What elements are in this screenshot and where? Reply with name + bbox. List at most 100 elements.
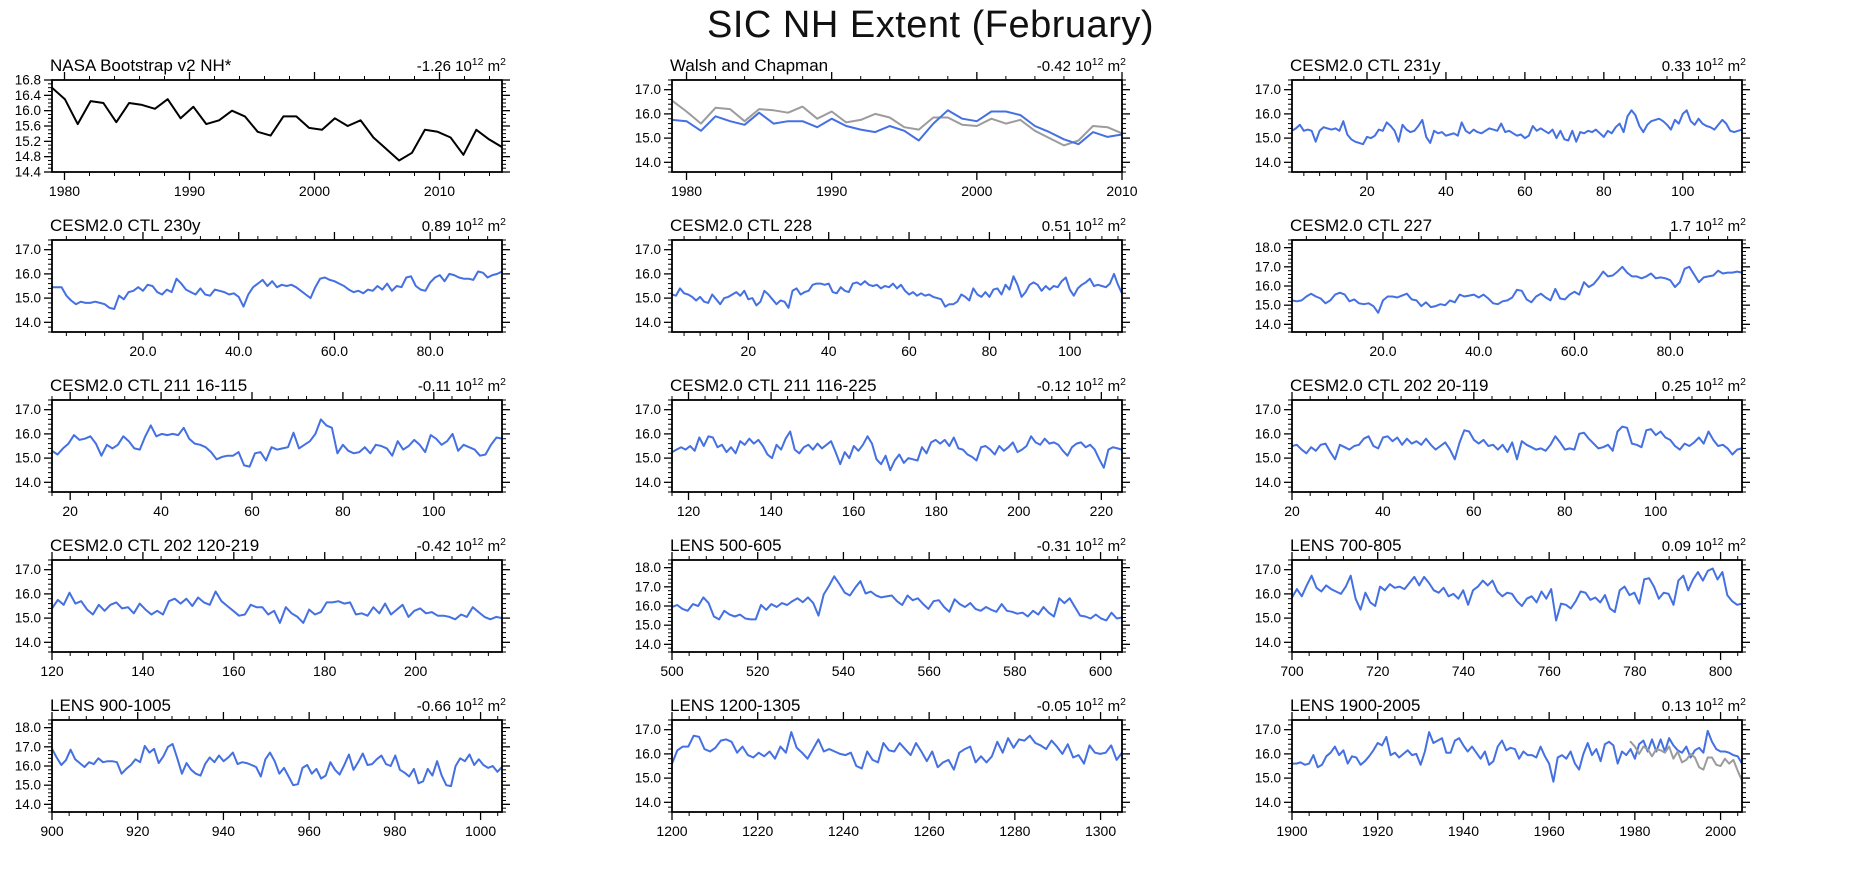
- panel-plot: 20.0 40.0 60.0 80.0 14.0 15.0 16.0 17.0 CESM2.0 …: [15, 216, 510, 359]
- panel-lens-700-805: 700 720 740 760 780 800 14.0 15.0 16.0 17.0 LENS 7…: [1240, 532, 1860, 692]
- x-tick-label: 20.0: [129, 343, 156, 359]
- plot-frame: [1291, 79, 1743, 173]
- panel-trend: 0.13 1012 m2: [1662, 696, 1746, 715]
- x-tick-label: 40: [821, 343, 837, 359]
- y-tick-label: 16.0: [635, 106, 661, 121]
- x-tick-label: 200: [1007, 503, 1031, 519]
- x-tick-label: 1220: [742, 823, 773, 839]
- y-tick-label: 16.0: [15, 103, 41, 118]
- series-model: [1292, 265, 1742, 314]
- series-model: [52, 418, 502, 468]
- y-tick-label: 17.0: [635, 579, 661, 594]
- y-tick-label: 14.0: [1255, 475, 1281, 490]
- panel-plot: 20.0 40.0 60.0 80.0 14.0 15.0 16.0 17.0 18.0 CESM…: [1255, 216, 1750, 359]
- plot-frame: [671, 239, 1123, 333]
- y-tick-label: 15.0: [15, 291, 41, 306]
- panel-trend: -0.31 1012 m2: [1037, 536, 1126, 555]
- x-tick-label: 200: [404, 663, 428, 679]
- y-tick-label: 14.0: [1255, 635, 1281, 650]
- panel-lens-900-1005: 900 920 940 960 980 1000 14.0 15.0 16.0 17.0 18.0 L…: [0, 692, 620, 852]
- y-tick-label: 18.0: [15, 720, 41, 735]
- x-tick-label: 1240: [828, 823, 859, 839]
- x-tick-label: 1940: [1448, 823, 1479, 839]
- x-tick-label: 1200: [656, 823, 687, 839]
- y-tick-label: 15.0: [1255, 451, 1281, 466]
- panel-title: LENS 700-805: [1290, 536, 1402, 555]
- x-tick-label: 1990: [174, 183, 205, 199]
- y-tick-label: 16.0: [635, 426, 661, 441]
- x-tick-label: 220: [1090, 503, 1114, 519]
- x-tick-label: 40: [1375, 503, 1391, 519]
- y-tick-label: 14.0: [1255, 795, 1281, 810]
- panel-trend: -0.05 1012 m2: [1037, 696, 1126, 715]
- panel-title: LENS 900-1005: [50, 696, 171, 715]
- y-tick-label: 16.4: [15, 88, 42, 103]
- y-tick-label: 15.0: [635, 131, 661, 146]
- series-model: [1292, 425, 1742, 461]
- x-tick-label: 2000: [961, 183, 992, 199]
- panel-trend: -0.42 1012 m2: [1037, 56, 1126, 75]
- y-tick-label: 16.0: [15, 426, 41, 441]
- series-overlay-observations: [1629, 740, 1742, 782]
- x-tick-label: 20.0: [1369, 343, 1396, 359]
- panel-plot: 1200 1220 1240 1260 1280 1300 14.0 15.0 16.0 17.0…: [635, 696, 1130, 839]
- x-tick-label: 60: [901, 343, 917, 359]
- x-tick-label: 720: [1366, 663, 1390, 679]
- x-tick-label: 1960: [1534, 823, 1565, 839]
- panel-plot: 20 40 60 80 100 14.0 15.0 16.0 17.0 CESM2.0 CTL 2…: [1255, 56, 1750, 199]
- plot-frame: [51, 559, 503, 653]
- x-tick-label: 180: [925, 503, 949, 519]
- panel-grid: 1980 1990 2000 2010 14.4 14.8 15.2 15.6 16.0 16.4…: [0, 52, 1860, 852]
- panel-trend: -0.42 1012 m2: [417, 536, 506, 555]
- x-tick-label: 920: [126, 823, 150, 839]
- y-tick-label: 15.0: [635, 451, 661, 466]
- x-tick-label: 100: [1058, 343, 1082, 359]
- y-tick-label: 16.0: [635, 266, 661, 281]
- y-tick-label: 17.0: [635, 722, 661, 737]
- x-tick-label: 940: [212, 823, 236, 839]
- y-tick-label: 15.0: [15, 611, 41, 626]
- x-tick-label: 120: [677, 503, 701, 519]
- x-tick-label: 120: [40, 663, 64, 679]
- x-tick-label: 1920: [1362, 823, 1393, 839]
- y-tick-label: 15.0: [635, 618, 661, 633]
- series-walsh-chapman: [672, 109, 1122, 146]
- series-model: [52, 743, 502, 788]
- panel-title: CESM2.0 CTL 227: [1290, 216, 1432, 235]
- series-model: [672, 731, 1122, 771]
- panel-lens-1900-2005: 1900 1920 1940 1960 1980 2000 14.0 15.0 16.0 17.0…: [1240, 692, 1860, 852]
- panel-plot: 1980 1990 2000 2010 14.414.815.215.616.016.4…: [15, 56, 510, 199]
- figure-title: SIC NH Extent (February): [707, 4, 1154, 46]
- y-tick-label: 15.0: [635, 771, 661, 786]
- y-tick-label: 16.0: [15, 266, 41, 281]
- y-tick-label: 15.0: [15, 778, 41, 793]
- panel-trend: -0.12 1012 m2: [1037, 376, 1126, 395]
- panel-cesm2-0-ctl-202-120-219: 120 140 160 180 200 14.0 15.0 16.0 17.0 CESM2.0 C…: [0, 532, 620, 692]
- y-tick-label: 16.0: [15, 586, 41, 601]
- panel-nasa-bootstrap-v2-nh: 1980 1990 2000 2010 14.4 14.8 15.2 15.6 16.0 16.4…: [0, 52, 620, 212]
- y-tick-label: 14.0: [15, 635, 41, 650]
- y-tick-label: 14.0: [1255, 317, 1281, 332]
- x-tick-label: 2010: [1106, 183, 1137, 199]
- panel-cesm2-0-ctl-211-16-115: 20 40 60 80 100 14.0 15.0 16.0 17.0 CESM2.0 CTL 2…: [0, 372, 620, 532]
- x-tick-label: 20: [62, 503, 78, 519]
- y-tick-label: 14.0: [635, 637, 661, 652]
- panel-title: CESM2.0 CTL 211 16-115: [50, 376, 247, 395]
- x-tick-label: 780: [1623, 663, 1647, 679]
- x-tick-label: 1260: [914, 823, 945, 839]
- y-tick-label: 14.0: [635, 795, 661, 810]
- x-tick-label: 760: [1537, 663, 1561, 679]
- panel-plot: 120 140 160 180 200 220 14.0 15.0 16.0 17.0 CESM2.…: [635, 376, 1130, 519]
- x-tick-label: 80: [335, 503, 351, 519]
- y-tick-label: 15.0: [1255, 611, 1281, 626]
- y-tick-label: 17.0: [1255, 82, 1281, 97]
- series-model: [1292, 109, 1742, 146]
- y-tick-label: 17.0: [1255, 722, 1281, 737]
- panel-plot: 1900 1920 1940 1960 1980 2000 14.0 15.0 16.0 17.0…: [1255, 696, 1750, 839]
- panel-trend: -1.26 1012 m2: [417, 56, 506, 75]
- y-tick-label: 14.0: [15, 315, 41, 330]
- y-tick-label: 15.0: [1255, 771, 1281, 786]
- x-tick-label: 2010: [424, 183, 455, 199]
- x-tick-label: 20: [1359, 183, 1375, 199]
- x-tick-label: 500: [660, 663, 684, 679]
